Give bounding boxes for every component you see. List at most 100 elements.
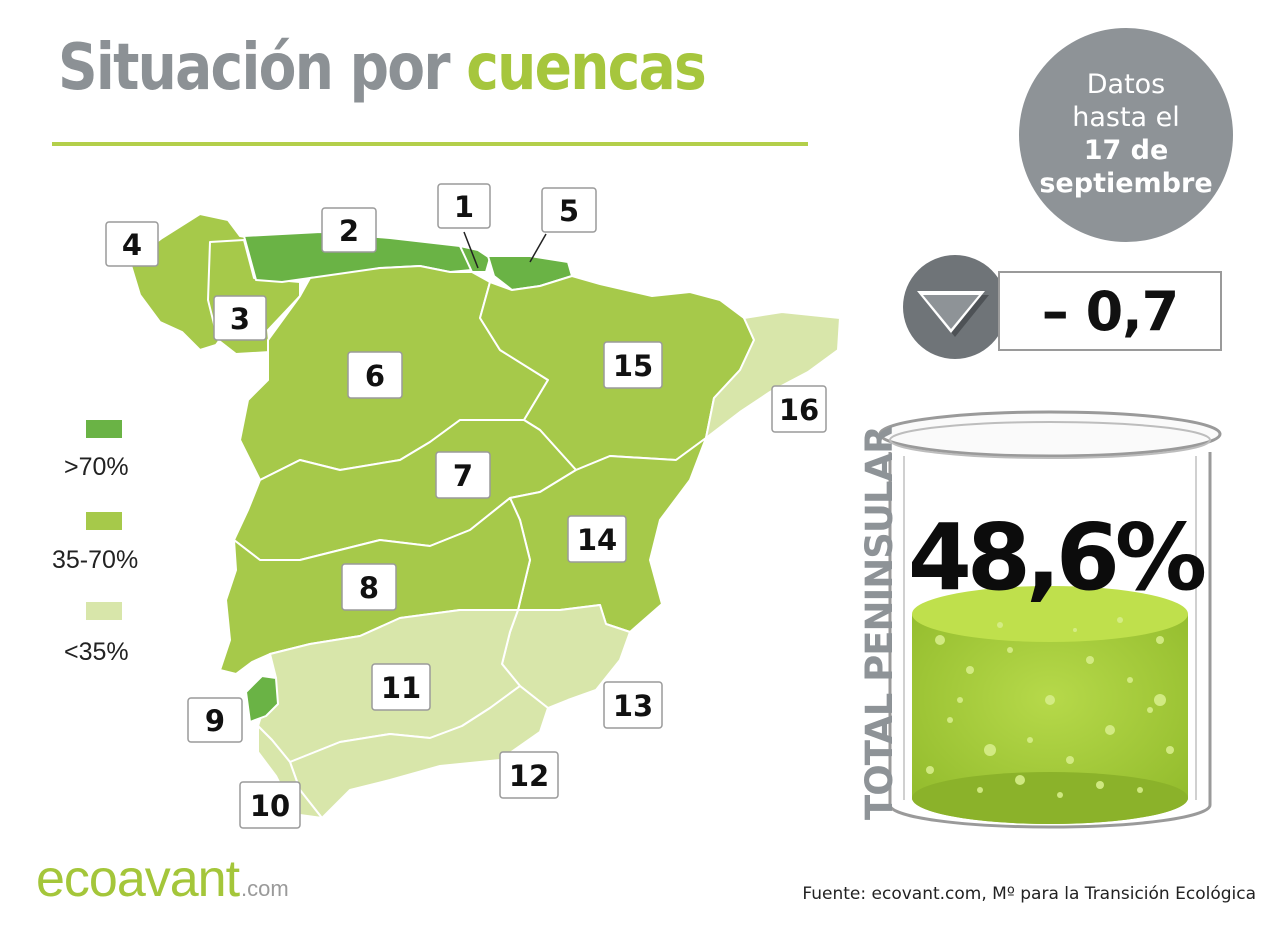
legend-swatch-low (86, 602, 122, 620)
basin-label-text: 12 (509, 759, 549, 793)
total-value: 48,6% (907, 504, 1207, 611)
brand-name: ecoavant (36, 850, 240, 908)
bubble (1137, 787, 1143, 793)
basin-label-6: 6 (347, 351, 403, 399)
change-indicator (903, 255, 1007, 359)
legend-label-mid: 35-70% (52, 546, 139, 574)
brand-logo: ecoavant.com (36, 853, 289, 905)
basin-label-text: 3 (230, 302, 250, 336)
bubble (1105, 725, 1115, 735)
basin-label-box (603, 341, 663, 389)
basin-label-16: 16 (771, 385, 827, 433)
page-title: Situación por cuencas (58, 36, 707, 100)
basin-label-box (541, 187, 597, 233)
date-line4: septiembre (1039, 167, 1213, 199)
bubble (1086, 656, 1094, 664)
basin-label-box (347, 351, 403, 399)
date-line1: Datos (1086, 69, 1166, 101)
basin-label-13: 13 (603, 681, 663, 729)
bubble (1154, 694, 1166, 706)
basin-label-box (321, 207, 377, 253)
date-badge: Datos hasta el 17 de septiembre (1019, 28, 1233, 242)
legend-swatch-mid (86, 512, 122, 530)
bubble (1147, 707, 1153, 713)
legend-swatch-high (86, 420, 122, 438)
basin-label-box (499, 751, 559, 799)
bubble (984, 744, 996, 756)
basin-label-text: 15 (613, 349, 653, 383)
bubble (1007, 647, 1013, 653)
basin-label-14: 14 (567, 515, 627, 563)
legend-label-high: >70% (64, 453, 129, 481)
basin-label-box (187, 697, 243, 743)
basin-label-box (105, 221, 159, 267)
basin-label-2: 2 (321, 207, 377, 253)
basin-label-box (771, 385, 827, 433)
bubble (1073, 628, 1077, 632)
basin-label-5: 5 (541, 187, 597, 233)
basin-label-10: 10 (239, 781, 301, 829)
title-underline (52, 142, 808, 146)
basin-label-text: 4 (122, 228, 142, 262)
bubble (1166, 746, 1174, 754)
bubble (1066, 756, 1074, 764)
bubble (1057, 792, 1063, 798)
label-leader-1 (463, 231, 479, 269)
basin-label-text: 16 (779, 393, 819, 427)
basin-label-text: 13 (613, 689, 653, 723)
basin-label-8: 8 (341, 563, 397, 611)
bubble (977, 787, 983, 793)
basin-label-15: 15 (603, 341, 663, 389)
title-part2: cuencas (466, 31, 707, 105)
label-leader-5 (529, 233, 547, 263)
bubble (926, 766, 934, 774)
liquid-surface (912, 586, 1188, 642)
basin-label-1: 1 (437, 183, 491, 229)
basin-label-text: 9 (205, 704, 225, 738)
basin-label-text: 14 (577, 523, 617, 557)
bubble (957, 697, 963, 703)
basin-label-11: 11 (371, 663, 431, 711)
basin-label-box (341, 563, 397, 611)
change-value: – 0,7 (998, 271, 1222, 351)
basin-region-10 (257, 725, 323, 819)
basin-label-text: 6 (365, 359, 385, 393)
liquid-fill (912, 614, 1188, 824)
basin-label-box (371, 663, 431, 711)
basin-label-box (603, 681, 663, 729)
basin-label-3: 3 (213, 295, 267, 341)
basin-label-box (213, 295, 267, 341)
basin-label-9: 9 (187, 697, 243, 743)
bubble (966, 666, 974, 674)
basin-label-4: 4 (105, 221, 159, 267)
date-line2: hasta el (1072, 102, 1180, 134)
bubble (997, 622, 1003, 628)
basin-label-text: 1 (454, 190, 474, 224)
title-part1: Situación por (58, 31, 451, 105)
brand-domain: .com (241, 876, 289, 901)
basin-label-box (435, 451, 491, 499)
bubble (1127, 677, 1133, 683)
basin-label-box (567, 515, 627, 563)
total-label: TOTAL PENINSULAR (858, 426, 901, 820)
basin-label-box (437, 183, 491, 229)
basin-label-12: 12 (499, 751, 559, 799)
bubble (1015, 775, 1025, 785)
bubble (1117, 617, 1123, 623)
basin-region-16 (705, 311, 841, 439)
bubble (1027, 737, 1033, 743)
basin-label-box (239, 781, 301, 829)
bubble (935, 635, 945, 645)
basin-label-text: 10 (250, 789, 290, 823)
basin-label-text: 7 (453, 459, 473, 493)
basin-label-text: 2 (339, 214, 359, 248)
down-triangle-icon (917, 291, 989, 337)
date-line3: 17 de (1083, 135, 1169, 166)
bubble (1156, 636, 1164, 644)
basin-region-9 (245, 675, 279, 723)
basin-label-7: 7 (435, 451, 491, 499)
legend-label-low: <35% (64, 638, 129, 666)
basin-label-text: 11 (381, 671, 421, 705)
basin-region-12 (289, 685, 549, 819)
